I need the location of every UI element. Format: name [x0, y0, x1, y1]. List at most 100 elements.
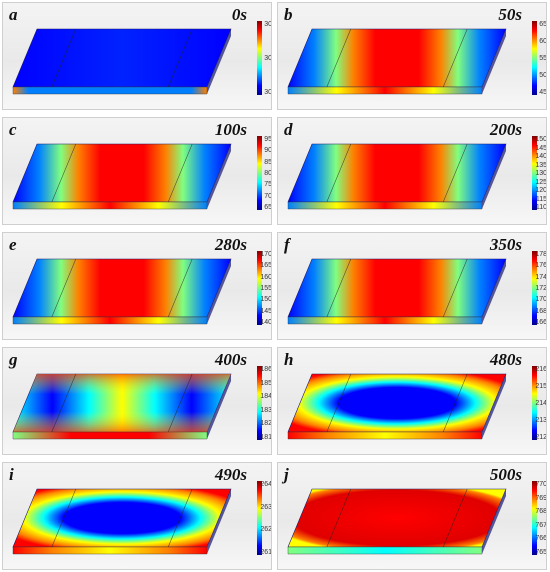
colorbar-tick: 214 [535, 400, 547, 407]
colorbar-tick: 184 [260, 393, 272, 401]
colorbar-tick: 178 [535, 251, 547, 258]
slab-top-face [12, 258, 232, 318]
colorbar-tick: 150 [535, 136, 547, 143]
region-divider [167, 28, 193, 88]
colorbar-tick: 262 [260, 526, 272, 534]
colorbar-tick: 75 [264, 181, 272, 189]
colorbar-tick: 770 [535, 481, 547, 488]
colorbar-tick: 264 [260, 481, 272, 488]
slab-side-face [482, 489, 506, 554]
colorbar-tick: 130 [535, 170, 547, 177]
colorbar-tick: 60 [539, 38, 547, 45]
colorbar-tick: 150 [260, 296, 272, 304]
panel-label: e [9, 235, 17, 254]
heat-slab [12, 28, 232, 95]
region-divider [167, 258, 193, 318]
region-divider [51, 488, 77, 548]
heat-slab [287, 28, 507, 95]
panel-time: 400s [214, 350, 247, 369]
panel-label: g [9, 350, 18, 369]
colorbar-tick: 145 [535, 144, 547, 152]
heat-slab [12, 258, 232, 325]
slab-front-face [12, 316, 208, 325]
panel-h: h 480s 216 215 214 213 212 [277, 347, 547, 455]
slab-front-face [287, 86, 483, 95]
colorbar [532, 136, 537, 210]
panel-label: h [284, 350, 294, 369]
colorbar-tick: 85 [264, 158, 272, 166]
colorbar-tick: 55 [539, 55, 547, 62]
slab-top-face [12, 488, 232, 548]
region-divider [167, 143, 193, 203]
slab-top-face [12, 143, 232, 203]
region-divider [442, 28, 468, 88]
panel-time: 350s [489, 235, 522, 254]
slab-side-face [482, 29, 506, 94]
panel-label: j [284, 465, 289, 484]
colorbar-tick: 120 [535, 187, 547, 194]
colorbar-tick: 135 [535, 161, 547, 169]
region-divider [326, 258, 352, 318]
colorbar-tick: 170 [260, 251, 272, 258]
colorbar-tick: 186 [260, 366, 272, 373]
colorbar-tick: 215 [535, 383, 547, 390]
panel-f: f 350s 178 176 174 172 170 168 166 [277, 232, 547, 340]
panel-time: 50s [498, 5, 522, 24]
slab-top-face [287, 143, 507, 203]
colorbar-tick: 115 [535, 195, 547, 203]
slab-front-face [12, 86, 208, 95]
panel-a: a 0s 30 30 30 [2, 2, 272, 110]
colorbar-tick: 90 [264, 147, 272, 155]
colorbar-tick: 70 [264, 192, 272, 200]
region-divider [51, 258, 77, 318]
panel-time: 280s [214, 235, 247, 254]
colorbar-tick: 181 [260, 434, 272, 441]
colorbar-tick: 766 [535, 535, 547, 543]
colorbar-tick: 769 [535, 494, 547, 502]
panel-label: b [284, 5, 293, 24]
region-divider [442, 373, 468, 433]
colorbar-tick: 765 [535, 549, 547, 556]
colorbar-tick: 263 [260, 503, 272, 511]
panel-label: d [284, 120, 293, 139]
slab-overlay [13, 374, 231, 432]
panel-label: i [9, 465, 14, 484]
slab-side-face [482, 144, 506, 209]
panel-b: b 50s 65 60 55 50 45 [277, 2, 547, 110]
colorbar [257, 366, 262, 440]
colorbar-tick: 170 [535, 296, 547, 304]
colorbar-tick: 45 [539, 89, 547, 96]
colorbar-tick: 125 [535, 178, 547, 186]
panel-d: d 200s 150 145 140 135 130 125 120 115 110 [277, 117, 547, 225]
slab-front-face [287, 431, 483, 440]
colorbar-tick: 110 [535, 204, 547, 211]
panel-label: a [9, 5, 18, 24]
colorbar-tick: 174 [535, 273, 547, 281]
slab-front-face [12, 201, 208, 210]
panel-time: 200s [489, 120, 522, 139]
slab-front-face [287, 201, 483, 210]
region-divider [326, 28, 352, 88]
colorbar-tick: 30 [264, 89, 272, 96]
slab-side-face [207, 144, 231, 209]
colorbar-tick: 50 [539, 72, 547, 79]
colorbar [532, 21, 537, 95]
colorbar-tick: 176 [535, 262, 547, 270]
slab-side-face [207, 489, 231, 554]
panel-label: c [9, 120, 17, 139]
colorbar-tick: 212 [535, 434, 547, 441]
colorbar-tick: 183 [260, 406, 272, 414]
region-divider [51, 28, 77, 88]
colorbar-tick: 213 [535, 417, 547, 424]
slab-side-face [482, 259, 506, 324]
colorbar-tick: 155 [260, 285, 272, 292]
region-divider [167, 488, 193, 548]
slab-top-face [287, 488, 507, 548]
colorbar [532, 366, 537, 440]
region-divider [51, 143, 77, 203]
colorbar-tick: 172 [535, 285, 547, 292]
region-divider [167, 373, 193, 433]
panel-c: c 100s 95 90 85 80 75 70 65 [2, 117, 272, 225]
colorbar-tick: 65 [539, 21, 547, 28]
